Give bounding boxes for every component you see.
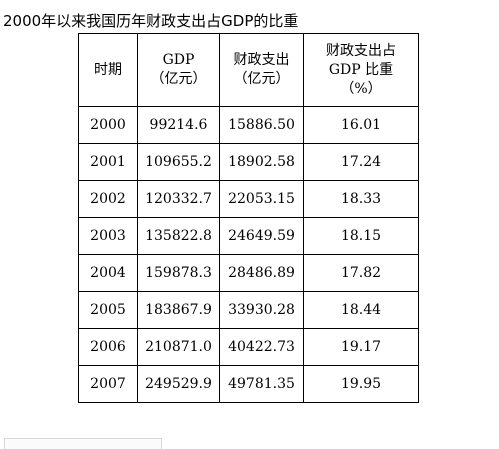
cell-gdp: 183867.9 [137,291,220,329]
cell-expenditure: 49781.35 [219,365,304,403]
cell-gdp: 249529.9 [137,365,220,403]
table-row: 2007 249529.9 49781.35 19.95 [78,365,419,403]
header-gdp: GDP （亿元） [137,33,220,107]
table-row: 2003 135822.8 24649.59 18.15 [78,217,419,255]
cell-expenditure: 15886.50 [219,106,304,144]
cell-year: 2002 [78,180,138,218]
cell-expenditure: 33930.28 [219,291,304,329]
cell-ratio: 18.33 [303,180,419,218]
cell-gdp: 159878.3 [137,254,220,292]
cell-gdp: 99214.6 [137,106,220,144]
table-caption: 2000年以来我国历年财政支出占GDP的比重 [3,12,299,30]
cell-year: 2007 [78,365,138,403]
cell-expenditure: 22053.15 [219,180,304,218]
header-gdp-label: GDP [162,52,195,68]
table-row: 2005 183867.9 33930.28 18.44 [78,291,419,329]
cell-gdp: 210871.0 [137,328,220,366]
cell-expenditure: 28486.89 [219,254,304,292]
header-period: 时期 [78,33,138,107]
table-row: 2001 109655.2 18902.58 17.24 [78,143,419,181]
cell-year: 2000 [78,106,138,144]
cell-expenditure: 24649.59 [219,217,304,255]
header-expenditure-label: 财政支出 [233,52,290,68]
cell-gdp: 135822.8 [137,217,220,255]
cell-year: 2006 [78,328,138,366]
cell-ratio: 17.82 [303,254,419,292]
header-expenditure: 财政支出 （亿元） [219,33,304,107]
cell-year: 2003 [78,217,138,255]
cell-ratio: 19.95 [303,365,419,403]
cell-gdp: 120332.7 [137,180,220,218]
cell-ratio: 18.44 [303,291,419,329]
bottom-panel-edge [4,438,162,449]
cell-year: 2004 [78,254,138,292]
cell-year: 2001 [78,143,138,181]
header-gdp-unit: （亿元） [150,71,207,87]
table-row: 2004 159878.3 28486.89 17.82 [78,254,419,292]
table-row: 2000 99214.6 15886.50 16.01 [78,106,419,144]
cell-ratio: 17.24 [303,143,419,181]
header-ratio: 财政支出占 GDP 比重 （%） [303,33,419,107]
table-row: 2002 120332.7 22053.15 18.33 [78,180,419,218]
cell-ratio: 18.15 [303,217,419,255]
cell-gdp: 109655.2 [137,143,220,181]
header-period-label: 时期 [94,61,122,78]
header-ratio-label-2: GDP 比重 [328,61,394,78]
header-ratio-label-1: 财政支出占 [326,42,396,59]
cell-ratio: 16.01 [303,106,419,144]
header-ratio-unit: （%） [340,80,382,97]
cell-ratio: 19.17 [303,328,419,366]
cell-expenditure: 18902.58 [219,143,304,181]
cell-expenditure: 40422.73 [219,328,304,366]
fiscal-expenditure-table: 时期 GDP （亿元） 财政支出 （亿元） 财政支出占 GDP 比重 （%） 2… [78,33,419,403]
table-header-row: 时期 GDP （亿元） 财政支出 （亿元） 财政支出占 GDP 比重 （%） [78,33,419,107]
header-expenditure-unit: （亿元） [233,71,290,87]
table-row: 2006 210871.0 40422.73 19.17 [78,328,419,366]
cell-year: 2005 [78,291,138,329]
